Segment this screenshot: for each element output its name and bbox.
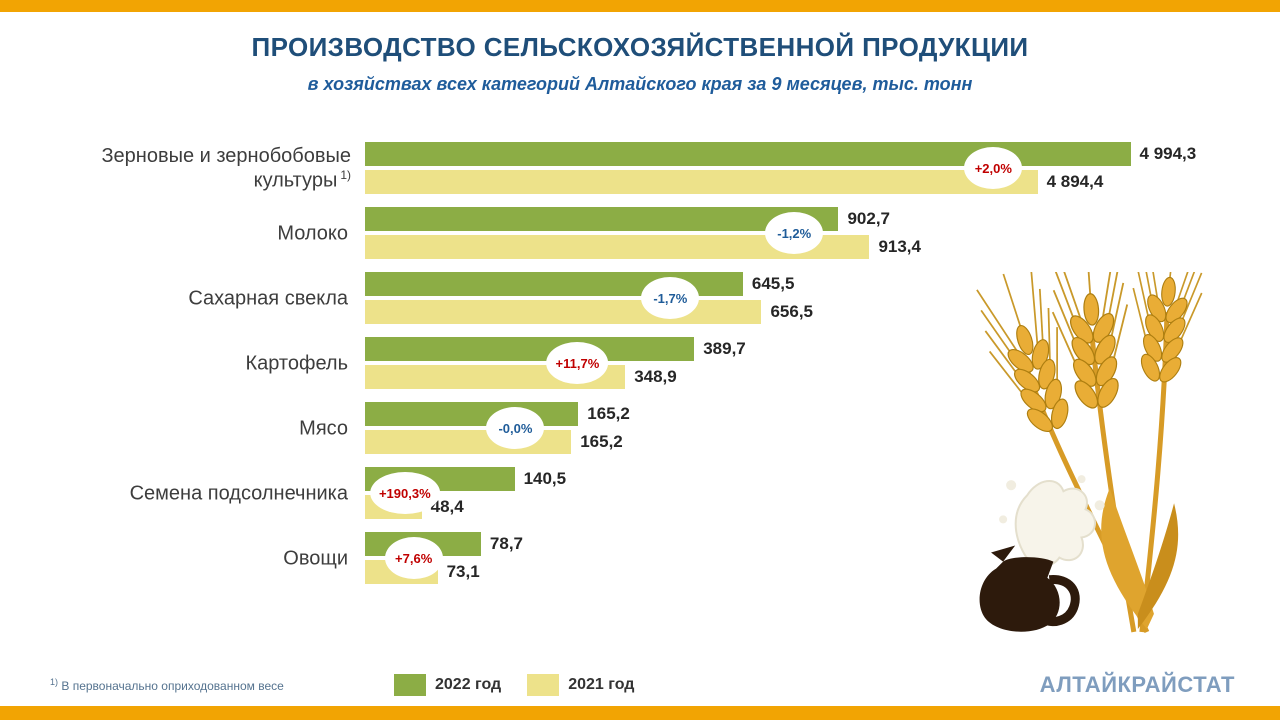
bar-line-2021: 4 894,4 (365, 170, 1250, 194)
category-label: Овощи (20, 546, 365, 571)
category-label: Картофель (20, 351, 365, 376)
value-2022: 645,5 (751, 274, 795, 293)
change-badge: -0,0% (486, 407, 545, 449)
bar-line-2021: 73,1 (365, 560, 1250, 584)
bar-line-2021: 48,4 (365, 495, 1250, 519)
category-label-text: Зерновые и зернобобовые культуры (101, 144, 351, 192)
legend-label-2022: 2022 год (435, 676, 502, 693)
value-2022: 389,7 (703, 339, 746, 358)
change-badge: -1,7% (641, 277, 700, 319)
category-label: Сахарная свекла (20, 286, 365, 311)
page-title: ПРОИЗВОДСТВО СЕЛЬСКОХОЗЯЙСТВЕННОЙ ПРОДУК… (251, 32, 1029, 62)
bar-line-2021: 348,9 (365, 365, 1250, 389)
bar-2022 (365, 402, 579, 426)
bar-line-2022: 4 994,3 (365, 142, 1250, 166)
value-2022: 165,2 (587, 404, 630, 423)
bar-line-2022: 389,7 (365, 337, 1250, 361)
category-label-text: Картофель (245, 352, 348, 375)
category-label-text: Молоко (277, 222, 348, 245)
change-badge: +7,6% (384, 537, 443, 579)
chart-row: Молоко 902,7 913,4 -1,2% (20, 207, 1250, 259)
top-accent-stripe (0, 0, 1280, 12)
bar-2021 (365, 300, 762, 324)
chart-row: Сахарная свекла 645,5 656,5 -1,7% (20, 272, 1250, 324)
legend-item-2022: 2022 год (394, 674, 501, 696)
footnote-marker: 1) (50, 677, 59, 687)
chart-legend: 2022 год 2021 год (394, 674, 634, 696)
value-2022: 78,7 (489, 534, 524, 553)
chart-row: Картофель 389,7 348,9 +11,7% (20, 337, 1250, 389)
value-2022: 902,7 (847, 209, 891, 228)
category-label-text: Мясо (299, 417, 348, 440)
category-label: Зерновые и зернобобовые культуры 1) (20, 144, 365, 193)
category-label: Семена подсолнечника (20, 481, 365, 506)
bar-2022 (365, 337, 695, 361)
brand-logo-text: АЛТАЙКРАЙСТАТ (1039, 672, 1235, 697)
row-bars: 78,7 73,1 +7,6% (365, 532, 1250, 584)
footnote-ref: 1) (340, 167, 351, 182)
row-bars: 140,5 48,4 +190,3% (365, 467, 1250, 519)
legend-swatch-2021-icon (527, 674, 560, 696)
footnote: 1) В первоначально оприходованном весе (50, 677, 380, 693)
bar-2021 (365, 170, 1038, 194)
change-badge: -1,2% (765, 212, 824, 254)
chart-row: Семена подсолнечника 140,5 48,4 +190,3% (20, 467, 1250, 519)
page-subtitle: в хозяйствах всех категорий Алтайского к… (307, 74, 973, 94)
value-2021: 48,4 (430, 497, 464, 516)
legend-label-2021: 2021 год (568, 676, 635, 693)
change-badge: +2,0% (964, 147, 1023, 189)
change-badge: +11,7% (546, 342, 609, 384)
category-label: Мясо (20, 416, 365, 441)
legend-item-2021: 2021 год (527, 674, 634, 696)
change-badge: +190,3% (369, 472, 440, 514)
value-2021: 73,1 (446, 562, 480, 581)
bottom-accent-stripe (0, 706, 1280, 720)
value-2022: 140,5 (523, 469, 567, 488)
legend-swatch-2022-icon (394, 674, 426, 696)
bar-line-2022: 78,7 (365, 532, 1250, 556)
chart-row: Овощи 78,7 73,1 +7,6% (20, 532, 1250, 584)
category-label-text: Семена подсолнечника (129, 482, 348, 505)
category-label-text: Овощи (283, 547, 348, 570)
value-2021: 165,2 (580, 432, 623, 451)
chart-row: Зерновые и зернобобовые культуры 1) 4 994… (20, 142, 1250, 194)
category-label: Молоко (20, 221, 365, 246)
bar-line-2022: 140,5 (365, 467, 1250, 491)
footnote-text: В первоначально оприходованном весе (61, 679, 284, 693)
row-bars: 902,7 913,4 -1,2% (365, 207, 1250, 259)
bar-line-2022: 645,5 (365, 272, 1250, 296)
bar-2022 (365, 207, 839, 231)
footer: 1) В первоначально оприходованном весе 2… (50, 672, 1235, 698)
chart-row: Мясо 165,2 165,2 -0,0% (20, 402, 1250, 454)
category-label-text: Сахарная свекла (188, 287, 348, 310)
header: ПРОИЗВОДСТВО СЕЛЬСКОХОЗЯЙСТВЕННОЙ ПРОДУК… (0, 32, 1280, 95)
row-bars: 165,2 165,2 -0,0% (365, 402, 1250, 454)
bar-line-2022: 902,7 (365, 207, 1250, 231)
value-2021: 656,5 (770, 302, 814, 321)
chart-rows: Зерновые и зернобобовые культуры 1) 4 994… (20, 142, 1250, 597)
bar-line-2021: 656,5 (365, 300, 1250, 324)
row-bars: 645,5 656,5 -1,7% (365, 272, 1250, 324)
value-2021: 913,4 (878, 237, 921, 256)
row-bars: 389,7 348,9 +11,7% (365, 337, 1250, 389)
value-2022: 4 994,3 (1139, 144, 1197, 163)
row-bars: 4 994,3 4 894,4 +2,0% (365, 142, 1250, 194)
value-2021: 4 894,4 (1046, 172, 1104, 191)
value-2021: 348,9 (634, 367, 677, 386)
